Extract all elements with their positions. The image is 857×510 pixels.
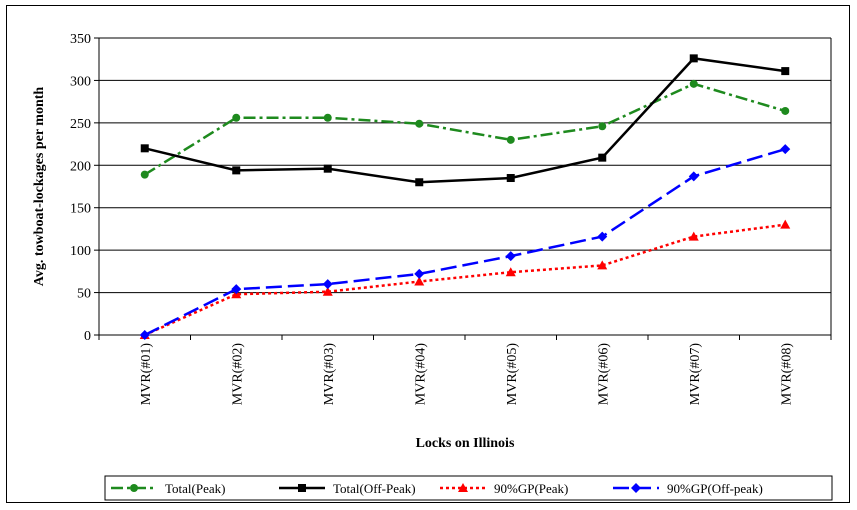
x-tick-label: MVR(#02) xyxy=(230,343,245,406)
series-line xyxy=(144,147,786,337)
x-tick-label: MVR(#04) xyxy=(413,343,428,406)
marker-circle xyxy=(130,484,138,492)
y-tick-labels: 0 50 100 150 200 250 300 350 xyxy=(70,32,91,344)
marker-triangle xyxy=(322,286,333,296)
x-tick-label: MVR(#08) xyxy=(779,343,794,406)
axes xyxy=(94,37,832,340)
series-2 xyxy=(139,219,791,339)
legend-label: Total(Off-Peak) xyxy=(333,481,416,496)
y-tick-label: 200 xyxy=(70,159,91,174)
y-tick-label: 100 xyxy=(70,244,91,259)
marker-triangle xyxy=(780,219,791,229)
x-tick-label: MVR(#03) xyxy=(322,343,337,406)
marker-circle xyxy=(506,135,515,144)
marker-diamond xyxy=(780,144,791,155)
marker-triangle xyxy=(505,267,516,277)
marker-diamond xyxy=(631,483,641,493)
x-axis-title: Locks on Illinois xyxy=(416,436,515,451)
x-tick-label: MVR(#01) xyxy=(139,343,154,406)
legend-box xyxy=(104,475,833,501)
marker-square xyxy=(323,164,332,173)
y-tick-label: 0 xyxy=(84,329,91,344)
marker-square xyxy=(298,484,306,492)
marker-circle xyxy=(323,113,332,122)
marker-diamond xyxy=(688,171,699,182)
marker-diamond xyxy=(322,279,333,290)
marker-square xyxy=(415,178,424,187)
legend-label: 90%GP(Peak) xyxy=(494,481,568,496)
series-group xyxy=(139,54,791,340)
legend: Total(Peak) Total(Off-Peak) 90%GP(Peak) 90%… xyxy=(104,475,833,501)
y-tick-label: 150 xyxy=(70,202,91,217)
marker-triangle xyxy=(414,276,425,286)
marker-square xyxy=(506,174,515,183)
marker-diamond xyxy=(597,231,608,242)
series-line xyxy=(144,82,786,176)
chart-frame: 0 50 100 150 200 250 300 350 MVR(#01) MVR(#02) MV… xyxy=(6,5,850,503)
marker-triangle xyxy=(597,260,608,270)
x-tick-label: MVR(#07) xyxy=(688,343,703,406)
gridlines xyxy=(99,37,831,294)
series-line xyxy=(144,223,786,337)
marker-circle xyxy=(689,79,698,88)
series-0 xyxy=(140,79,790,179)
y-tick-label: 350 xyxy=(70,32,91,47)
marker-diamond xyxy=(139,330,150,340)
marker-square xyxy=(781,67,790,76)
marker-triangle xyxy=(458,483,468,492)
marker-circle xyxy=(415,119,424,128)
y-tick-label: 300 xyxy=(70,74,91,89)
marker-diamond xyxy=(231,284,242,295)
x-tick-label: MVR(#06) xyxy=(596,343,611,406)
marker-square xyxy=(140,144,149,153)
x-tick-labels: MVR(#01) MVR(#02) MVR(#03) MVR(#04) MVR(#05)… xyxy=(139,343,795,406)
legend-label: 90%GP(Off-peak) xyxy=(667,481,763,496)
legend-label: Total(Peak) xyxy=(165,481,225,496)
marker-diamond xyxy=(505,251,516,262)
marker-square xyxy=(232,166,241,175)
marker-square xyxy=(598,153,607,162)
marker-diamond xyxy=(414,268,425,279)
series-3 xyxy=(139,144,791,340)
marker-circle xyxy=(598,122,607,131)
y-axis-title: Avg. towboat-lockages per month xyxy=(32,87,47,287)
marker-circle xyxy=(232,113,241,122)
marker-square xyxy=(689,54,698,63)
marker-triangle xyxy=(688,231,699,241)
y-tick-label: 50 xyxy=(77,287,91,302)
series-1 xyxy=(140,54,790,187)
series-line xyxy=(144,57,786,184)
marker-circle xyxy=(140,170,149,179)
y-tick-label: 250 xyxy=(70,117,91,132)
marker-circle xyxy=(781,106,790,115)
x-tick-label: MVR(#05) xyxy=(505,343,520,406)
